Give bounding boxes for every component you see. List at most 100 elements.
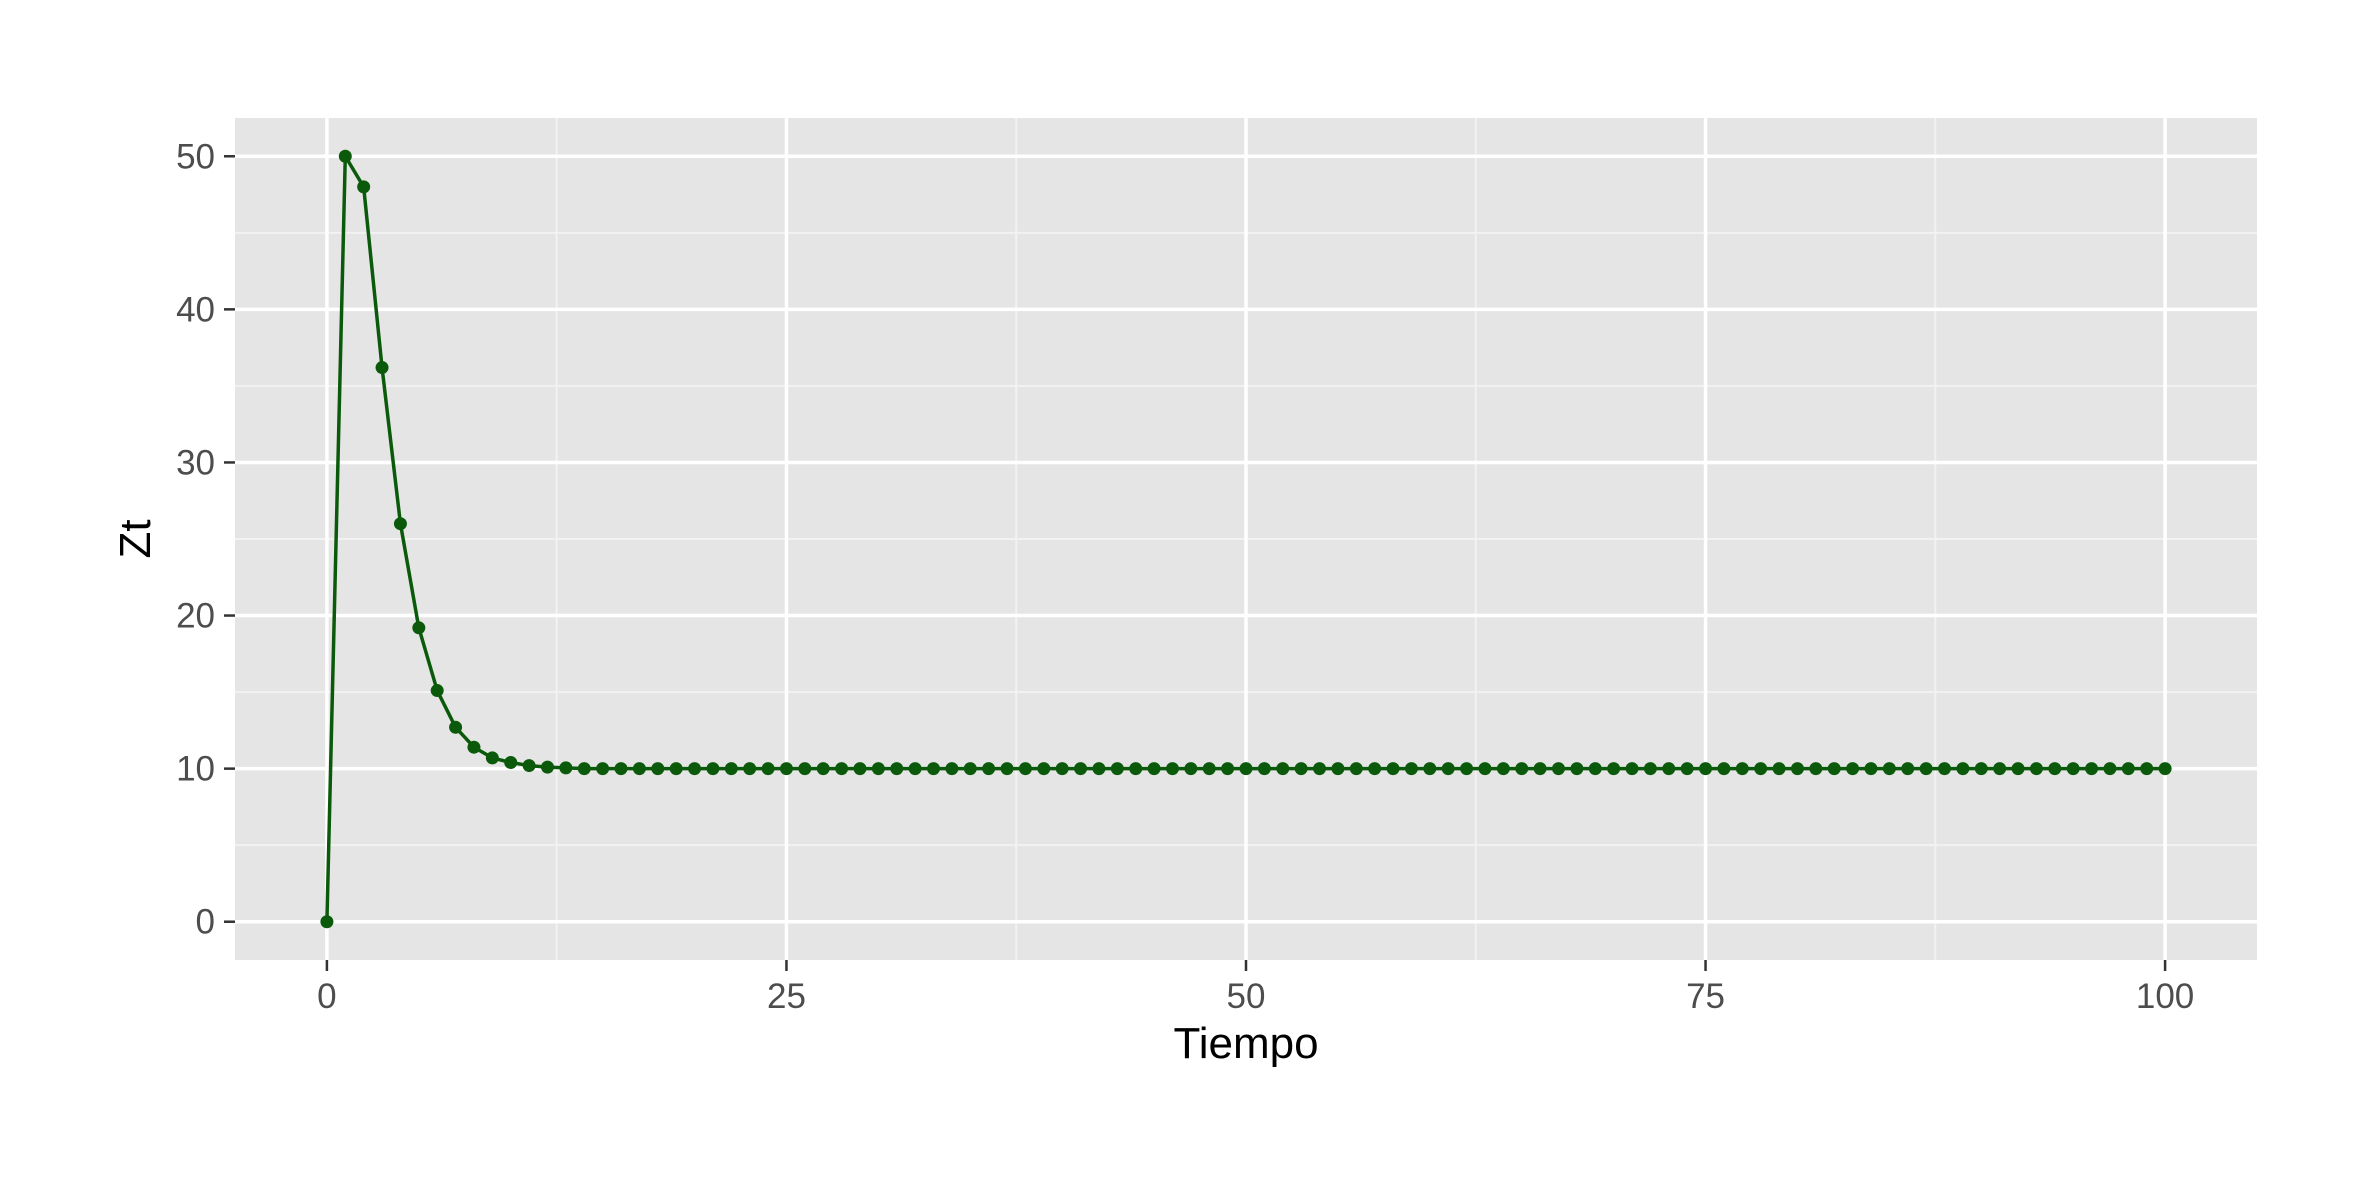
data-point [1257, 762, 1271, 776]
data-point [963, 762, 977, 776]
x-tick-label: 0 [317, 977, 336, 1016]
data-point [1147, 762, 1161, 776]
data-point [1809, 762, 1823, 776]
data-point [412, 621, 426, 635]
data-point [522, 759, 536, 773]
data-point [1368, 762, 1382, 776]
data-point [1313, 762, 1327, 776]
data-point [927, 762, 941, 776]
data-point [1551, 762, 1565, 776]
x-axis-title: Tiempo [1173, 1019, 1318, 1068]
y-tick-label: 10 [176, 750, 215, 789]
y-axis: 0 10 20 30 40 50 [176, 137, 235, 942]
data-point [1184, 762, 1198, 776]
data-point [1643, 762, 1657, 776]
data-point [357, 180, 371, 194]
data-point [1790, 762, 1804, 776]
data-point [1074, 762, 1088, 776]
data-point [1754, 762, 1768, 776]
data-point [1000, 762, 1014, 776]
y-tick-label: 30 [176, 443, 215, 482]
data-point [375, 361, 389, 375]
data-point [449, 720, 463, 734]
y-axis-title: Zt [111, 519, 160, 558]
data-point [2066, 762, 2080, 776]
data-point [1404, 762, 1418, 776]
data-point [1625, 762, 1639, 776]
data-point [1386, 762, 1400, 776]
data-point [1294, 762, 1308, 776]
data-point [1331, 762, 1345, 776]
data-point [1570, 762, 1584, 776]
data-point [1018, 762, 1032, 776]
data-point [2085, 762, 2099, 776]
y-tick-label: 50 [176, 137, 215, 176]
data-point [1349, 762, 1363, 776]
data-point [669, 762, 683, 776]
data-point [1864, 762, 1878, 776]
data-point [2103, 762, 2117, 776]
data-point [1037, 762, 1051, 776]
data-point [890, 762, 904, 776]
data-point [1515, 762, 1529, 776]
data-point [320, 915, 334, 929]
data-point [1919, 762, 1933, 776]
data-point [467, 740, 481, 754]
data-point [1221, 762, 1235, 776]
data-point [1110, 762, 1124, 776]
data-point [614, 762, 628, 776]
data-point [504, 756, 518, 770]
data-point [724, 762, 738, 776]
series-layer [320, 149, 2172, 929]
data-point [1441, 762, 1455, 776]
data-point [1276, 762, 1290, 776]
data-point [816, 762, 830, 776]
x-axis: 0 25 50 75 100 [317, 960, 2194, 1016]
data-point [2158, 762, 2172, 776]
data-point [1993, 762, 2007, 776]
data-point [338, 149, 352, 163]
data-point [1129, 762, 1143, 776]
data-point [1662, 762, 1676, 776]
data-point [835, 762, 849, 776]
data-point [577, 762, 591, 776]
data-point [798, 762, 812, 776]
data-point [1882, 762, 1896, 776]
data-point [485, 751, 499, 765]
y-tick-label: 0 [196, 903, 215, 942]
data-point [2029, 762, 2043, 776]
data-point [1460, 762, 1474, 776]
data-point [1533, 762, 1547, 776]
data-point [743, 762, 757, 776]
data-point [1827, 762, 1841, 776]
data-point [706, 762, 720, 776]
data-point [430, 684, 444, 698]
data-point [1202, 762, 1216, 776]
data-point [982, 762, 996, 776]
x-tick-label: 100 [2136, 977, 2194, 1016]
data-point [1901, 762, 1915, 776]
data-point [853, 762, 867, 776]
data-point [1423, 762, 1437, 776]
data-point [1846, 762, 1860, 776]
data-point [651, 762, 665, 776]
data-point [1588, 762, 1602, 776]
data-point [779, 762, 793, 776]
y-tick-label: 20 [176, 597, 215, 636]
data-point [2048, 762, 2062, 776]
data-point [1478, 762, 1492, 776]
data-point [871, 762, 885, 776]
data-point [596, 762, 610, 776]
data-point [1772, 762, 1786, 776]
data-point [1607, 762, 1621, 776]
data-point [1239, 762, 1253, 776]
data-point [2140, 762, 2154, 776]
data-point [1055, 762, 1069, 776]
data-point [1735, 762, 1749, 776]
data-point [761, 762, 775, 776]
data-point [1938, 762, 1952, 776]
data-point [393, 517, 407, 531]
data-point [1974, 762, 1988, 776]
